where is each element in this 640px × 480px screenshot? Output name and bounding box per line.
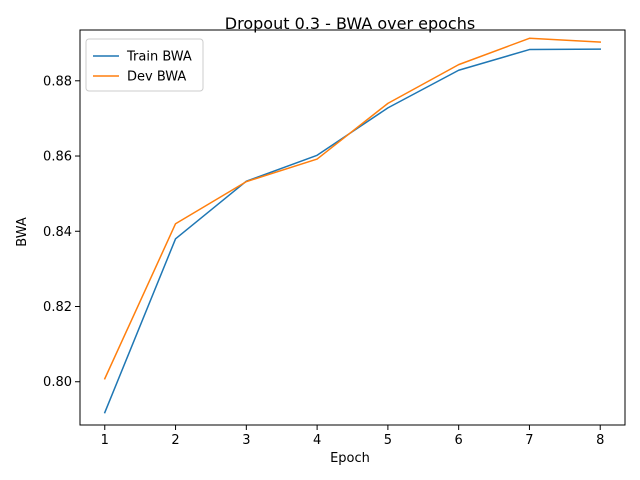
x-tick-label: 1 xyxy=(101,433,109,448)
y-tick-label: 0.84 xyxy=(43,225,72,240)
x-tick-label: 5 xyxy=(384,433,392,448)
y-axis-label: BWA xyxy=(15,217,30,247)
legend-label: Train BWA xyxy=(126,50,192,65)
series-line-dev-bwa xyxy=(103,37,602,380)
series-layer xyxy=(103,37,602,414)
x-tick-label: 7 xyxy=(525,433,533,448)
legend-label: Dev BWA xyxy=(127,70,186,85)
x-tick-label: 2 xyxy=(171,433,179,448)
chart-title: Dropout 0.3 - BWA over epochs xyxy=(225,14,475,33)
x-tick-label: 3 xyxy=(242,433,250,448)
x-tick-label: 4 xyxy=(313,433,321,448)
x-tick-label: 8 xyxy=(596,433,604,448)
y-axis: 0.80 0.82 0.84 0.86 0.88 xyxy=(43,74,80,390)
plot-frame xyxy=(79,29,626,426)
x-axis: 1 2 3 4 5 6 7 8 xyxy=(101,425,604,448)
legend-box xyxy=(85,38,204,92)
legend: Train BWA Dev BWA xyxy=(85,38,204,92)
y-tick-label: 0.80 xyxy=(43,375,72,390)
y-tick-label: 0.82 xyxy=(43,300,72,315)
y-tick-label: 0.88 xyxy=(43,74,72,89)
x-axis-label: Epoch xyxy=(330,451,370,466)
y-tick-label: 0.86 xyxy=(43,150,72,165)
x-tick-label: 6 xyxy=(455,433,463,448)
